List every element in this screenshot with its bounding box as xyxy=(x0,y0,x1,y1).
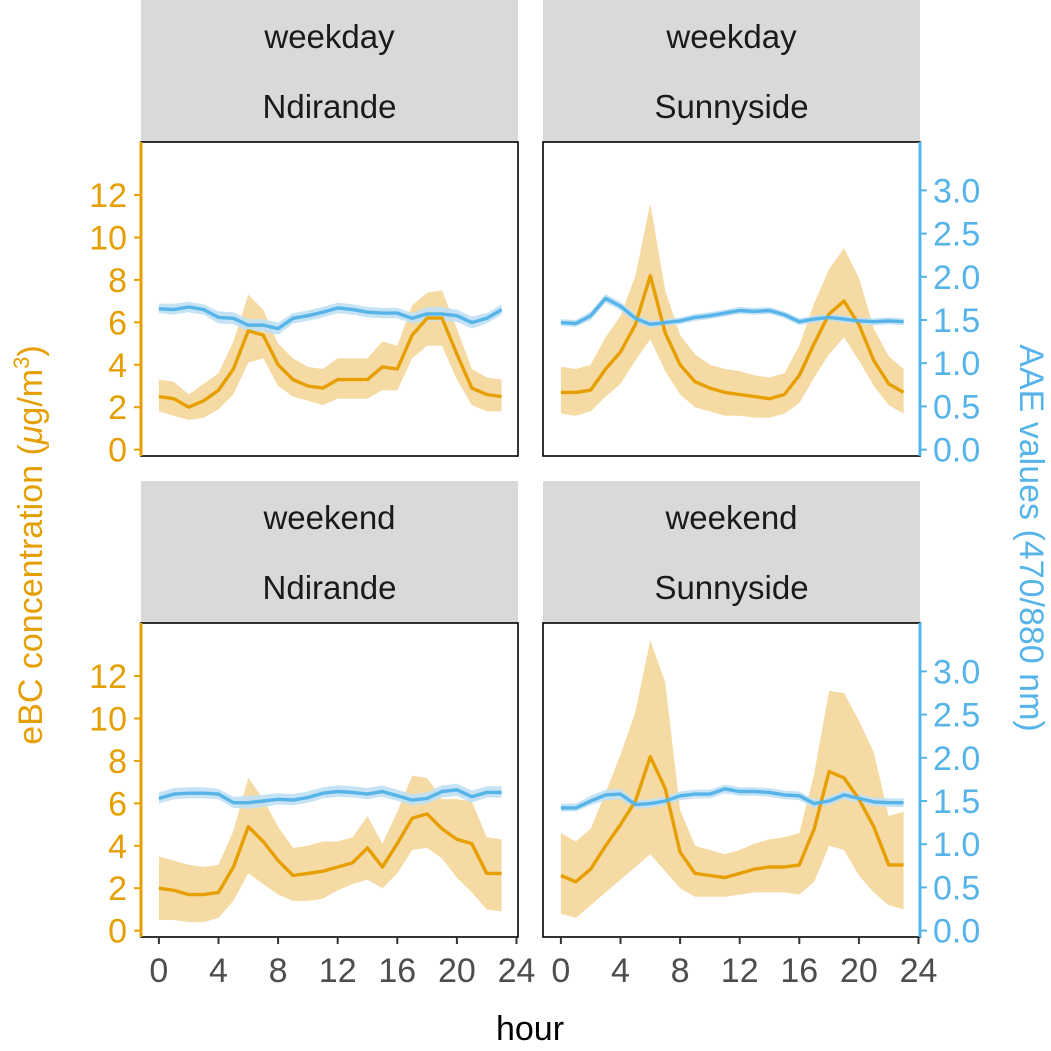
y-axis-left: 0 2 4 6 8 10 12 xyxy=(89,623,143,951)
facet-strip-col-label: Sunnyside xyxy=(654,569,808,606)
y-axis-left: 0 2 4 6 8 10 12 xyxy=(89,142,143,470)
facet-strip-bg xyxy=(141,0,518,142)
y-axis-right: 0.0 0.5 1.0 1.5 2.0 2.5 3.0 xyxy=(918,623,980,951)
y-axis-left-tick-label: 6 xyxy=(108,304,127,342)
facet-strip-bg xyxy=(141,481,518,623)
y-axis-left-tick-label: 8 xyxy=(108,262,127,300)
y-axis-right-tick-label: 0.0 xyxy=(933,913,980,951)
x-axis-tick-label: 0 xyxy=(149,952,168,990)
y-axis-right-tick-label: 0.5 xyxy=(933,388,980,426)
y-axis-right-tick-label: 2.5 xyxy=(933,216,980,254)
facet-strip-col-label: Ndirande xyxy=(263,569,397,606)
facet-strip-row-label: weekend xyxy=(262,499,395,536)
y-axis-left-title-close: ) xyxy=(12,345,50,356)
y-axis-left-tick-label: 4 xyxy=(108,828,127,866)
x-axis-tick-label: 20 xyxy=(840,952,878,990)
x-axis-tick-label: 24 xyxy=(498,952,536,990)
y-axis-left-tick-label: 8 xyxy=(108,743,127,781)
ebc-confidence-band xyxy=(158,775,502,923)
x-axis-tick-label: 4 xyxy=(209,952,228,990)
x-axis-tick-label: 12 xyxy=(721,952,759,990)
y-axis-left-tick-label: 12 xyxy=(89,177,127,215)
y-axis-right-tick-label: 0.0 xyxy=(933,432,980,470)
x-axis-tick-label: 20 xyxy=(438,952,476,990)
y-axis-right-tick-label: 1.5 xyxy=(933,302,980,340)
x-axis: 0 4 8 12 16 20 24 xyxy=(551,937,937,990)
y-axis-left-tick-label: 10 xyxy=(89,700,127,738)
y-axis-left-tick-label: 2 xyxy=(108,389,127,427)
ebc-series-line xyxy=(158,812,502,897)
ebc-series-line xyxy=(158,316,502,409)
y-axis-left-tick-label: 12 xyxy=(89,658,127,696)
aae-series-line xyxy=(560,296,904,326)
y-axis-right: 0.0 0.5 1.0 1.5 2.0 2.5 3.0 xyxy=(918,142,980,470)
y-axis-left-title: eBC concentration (μg/m3) xyxy=(9,345,50,744)
aae-series-line xyxy=(158,788,502,805)
aae-series-line xyxy=(560,787,904,810)
y-axis-left-tick-label: 0 xyxy=(108,432,127,470)
facet-panels xyxy=(140,141,921,938)
aae-confidence-band xyxy=(158,301,502,335)
x-axis-tick-label: 8 xyxy=(671,952,690,990)
facet-strip-bg xyxy=(543,0,920,142)
y-axis-left-title-unit: g/m xyxy=(12,369,50,426)
aae-series-line xyxy=(158,305,503,331)
y-axis-left-tick-label: 4 xyxy=(108,347,127,385)
facet-strips: weekday Ndirande weekday Sunnyside weekend Nd… xyxy=(141,0,920,623)
ebc-confidence-band xyxy=(560,640,904,918)
y-axis-right-title: AAE values (470/880 nm) xyxy=(1012,344,1050,731)
facet-panel xyxy=(542,622,921,938)
x-axis-tick-label: 16 xyxy=(780,952,818,990)
axes: 0246810120246810120.00.51.01.52.02.53.00… xyxy=(89,142,980,990)
y-axis-left-title-text: eBC concentration ( xyxy=(12,444,50,745)
y-axis-left-title-sup: 3 xyxy=(9,357,34,369)
y-axis-left-tick-label: 6 xyxy=(108,785,127,823)
y-axis-right-tick-label: 0.5 xyxy=(933,869,980,907)
x-axis: 0 4 8 12 16 20 24 xyxy=(149,937,535,990)
facet-strip-bg xyxy=(543,481,920,623)
x-axis-tick-label: 16 xyxy=(378,952,416,990)
facet-panel xyxy=(140,622,519,938)
y-axis-right-tick-label: 2.0 xyxy=(933,259,980,297)
x-axis-tick-label: 24 xyxy=(900,952,938,990)
ebc-series-line xyxy=(560,274,905,401)
x-axis-tick-label: 4 xyxy=(611,952,630,990)
facet-strip-row-label: weekend xyxy=(664,499,797,536)
y-axis-left-title-mu: μ xyxy=(12,425,50,445)
x-axis-tick-label: 8 xyxy=(269,952,288,990)
facet-panel xyxy=(542,141,921,457)
x-axis-tick-label: 0 xyxy=(551,952,570,990)
facet-strip-col-label: Sunnyside xyxy=(654,88,808,125)
facet-strip-col-label: Ndirande xyxy=(263,88,397,125)
y-axis-left-tick-label: 0 xyxy=(108,913,127,951)
x-axis-title: hour xyxy=(496,1010,564,1048)
y-axis-right-tick-label: 1.5 xyxy=(933,783,980,821)
y-axis-right-tick-label: 1.0 xyxy=(933,826,980,864)
y-axis-right-tick-label: 1.0 xyxy=(933,345,980,383)
facet-strip-row-label: weekday xyxy=(665,18,797,55)
y-axis-right-tick-label: 2.5 xyxy=(933,697,980,735)
x-axis-tick-label: 12 xyxy=(319,952,357,990)
facet-panel xyxy=(140,141,519,457)
y-axis-left-tick-label: 10 xyxy=(89,219,127,257)
y-axis-right-tick-label: 2.0 xyxy=(933,740,980,778)
facet-strip-row-label: weekday xyxy=(263,18,395,55)
ebc-confidence-band xyxy=(560,203,904,418)
ebc-series-line xyxy=(560,755,904,884)
y-axis-right-tick-label: 3.0 xyxy=(933,653,980,691)
y-axis-left-tick-label: 2 xyxy=(108,870,127,908)
y-axis-right-tick-label: 3.0 xyxy=(933,172,980,210)
